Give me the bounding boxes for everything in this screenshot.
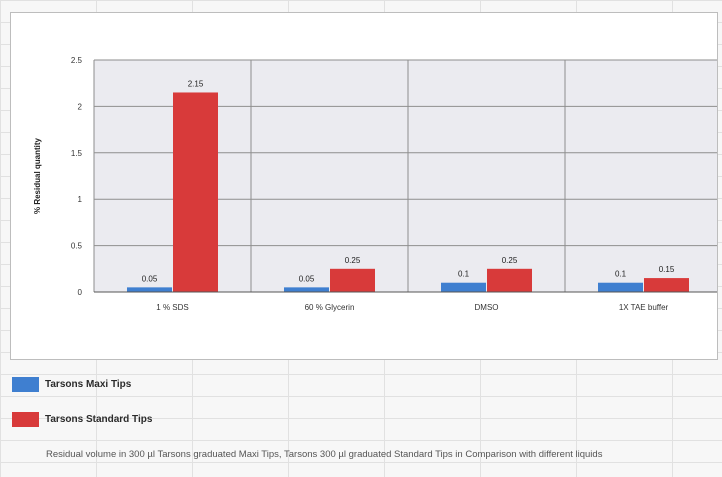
figure-caption: Residual volume in 300 µl Tarsons gradua… bbox=[46, 449, 603, 460]
legend-label-maxi: Tarsons Maxi Tips bbox=[45, 378, 132, 390]
y-tick-label: 0.5 bbox=[71, 242, 83, 251]
legend-item-maxi: Tarsons Maxi Tips bbox=[12, 375, 131, 393]
data-label: 0.15 bbox=[659, 265, 675, 274]
legend-swatch-standard bbox=[12, 411, 39, 427]
data-label: 0.1 bbox=[458, 270, 470, 279]
y-tick-label: 2 bbox=[78, 102, 83, 111]
legend-label-standard: Tarsons Standard Tips bbox=[45, 413, 153, 425]
data-label: 0.25 bbox=[345, 256, 361, 265]
bar-standard bbox=[173, 92, 218, 292]
legend-swatch-maxi bbox=[12, 376, 39, 392]
y-tick-label: 1.5 bbox=[71, 149, 83, 158]
data-label: 0.05 bbox=[142, 274, 158, 283]
data-label: 0.05 bbox=[299, 274, 315, 283]
bar-standard bbox=[330, 268, 375, 292]
bar-maxi bbox=[284, 287, 329, 292]
bar-standard bbox=[487, 268, 532, 292]
x-tick-label: DMSO bbox=[475, 303, 499, 312]
bar-maxi bbox=[127, 287, 172, 292]
bar-standard bbox=[644, 278, 689, 292]
data-label: 0.1 bbox=[615, 270, 627, 279]
data-label: 2.15 bbox=[188, 79, 204, 88]
y-axis-title: % Residual quantity bbox=[33, 137, 42, 214]
legend-item-standard: Tarsons Standard Tips bbox=[12, 410, 152, 428]
bar-chart: 0 0.5 1 1.5 2 2.5 0.05 2.15 1 % SDS 0.05 0.25 60 % … bbox=[33, 56, 717, 312]
data-label: 0.25 bbox=[502, 256, 518, 265]
y-tick-label: 2.5 bbox=[71, 56, 83, 65]
bar-maxi bbox=[441, 282, 486, 292]
x-tick-label: 60 % Glycerin bbox=[305, 303, 355, 312]
x-tick-label: 1 % SDS bbox=[156, 303, 188, 312]
y-tick-label: 0 bbox=[78, 288, 83, 297]
y-tick-label: 1 bbox=[78, 195, 83, 204]
bar-maxi bbox=[598, 282, 643, 292]
chart-container[interactable]: 0 0.5 1 1.5 2 2.5 0.05 2.15 1 % SDS 0.05 0.25 60 % … bbox=[10, 12, 718, 360]
x-tick-label: 1X TAE buffer bbox=[619, 303, 669, 312]
